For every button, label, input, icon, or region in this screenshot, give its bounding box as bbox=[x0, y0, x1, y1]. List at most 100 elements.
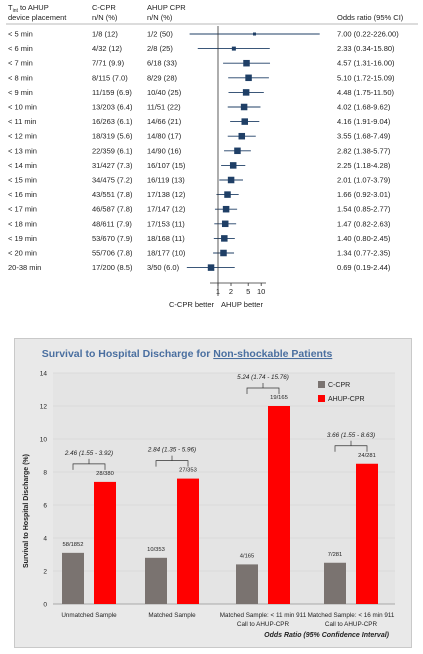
ccpr-header-sub: n/N (%) bbox=[92, 13, 118, 22]
legend-label: C-CPR bbox=[328, 382, 350, 389]
row-ahup: 16/119 (13) bbox=[147, 176, 185, 185]
forest-rows: < 5 min 1/8 (12) 1/2 (50) 7.00 (0.22-226.00… bbox=[8, 30, 399, 273]
row-or-text: 1.54 (0.85-2.77) bbox=[337, 205, 391, 214]
row-ccpr: 1/8 (12) bbox=[92, 30, 118, 39]
bar-ahup bbox=[356, 463, 378, 604]
bar-ccpr bbox=[62, 552, 84, 604]
row-or-text: 1.34 (0.77-2.35) bbox=[337, 249, 391, 258]
row-or-text: 2.25 (1.18-4.28) bbox=[337, 161, 391, 170]
x-category-label: Matched Sample: < 11 min 911 bbox=[220, 612, 307, 619]
row-or-text: 2.33 (0.34-15.80) bbox=[337, 44, 395, 53]
row-ccpr: 18/319 (5.6) bbox=[92, 132, 133, 141]
time-header: Tint to AHUP bbox=[8, 3, 49, 14]
y-tick-label: 12 bbox=[40, 404, 48, 411]
row-ccpr: 34/475 (7.2) bbox=[92, 176, 133, 185]
row-label: < 16 min bbox=[8, 190, 37, 199]
y-tick-label: 4 bbox=[43, 536, 47, 543]
or-marker bbox=[238, 132, 246, 140]
or-marker bbox=[221, 235, 228, 242]
or-bracket bbox=[155, 455, 189, 467]
x-category-label: Call to AHUP-CPR bbox=[325, 621, 378, 628]
row-ahup: 18/177 (10) bbox=[147, 249, 186, 258]
or-marker bbox=[224, 191, 231, 198]
or-bracket bbox=[72, 458, 106, 470]
row-label: < 8 min bbox=[8, 73, 33, 82]
bar-ahup bbox=[177, 478, 199, 604]
ahup-header-sub: n/N (%) bbox=[147, 13, 173, 22]
row-ccpr: 46/587 (7.8) bbox=[92, 205, 133, 214]
or-marker bbox=[229, 162, 237, 169]
row-ahup: 16/107 (15) bbox=[147, 161, 186, 170]
or-label: 2.46 (1.55 - 3.92) bbox=[64, 450, 113, 457]
row-label: < 13 min bbox=[8, 146, 37, 155]
bars-legend: C-CPR AHUP-CPR bbox=[318, 381, 365, 403]
row-or-text: 4.48 (1.75-11.50) bbox=[337, 88, 394, 97]
time-header-line2: device placement bbox=[8, 13, 67, 22]
ccpr-better-label: C-CPR better bbox=[169, 300, 215, 309]
legend-label: AHUP-CPR bbox=[328, 396, 365, 403]
row-ahup: 8/29 (28) bbox=[147, 73, 178, 82]
or-label: 5.24 (1.74 - 15.76) bbox=[237, 374, 289, 381]
row-label: < 18 min bbox=[8, 219, 37, 228]
bar-count-label: 7/281 bbox=[328, 552, 343, 558]
row-ccpr: 7/71 (9.9) bbox=[92, 59, 125, 68]
x-category-label: Unmatched Sample bbox=[61, 612, 117, 619]
row-ccpr: 55/706 (7.8) bbox=[92, 249, 133, 258]
ahup-better-label: AHUP better bbox=[221, 300, 263, 309]
row-ahup: 17/153 (11) bbox=[147, 219, 185, 228]
row-ccpr: 22/359 (6.1) bbox=[92, 146, 133, 155]
bar-count-label: 27/353 bbox=[179, 468, 197, 474]
row-ahup: 14/90 (16) bbox=[147, 146, 182, 155]
row-or-text: 4.57 (1.31-16.00) bbox=[337, 59, 395, 68]
or-marker bbox=[231, 46, 236, 51]
row-or-text: 1.66 (0.92-3.01) bbox=[337, 190, 391, 199]
row-or-text: 2.82 (1.38-5.77) bbox=[337, 146, 391, 155]
bar-ccpr bbox=[236, 564, 258, 604]
bar-chart-panel: Survival to Hospital Discharge for Non-s… bbox=[14, 338, 412, 648]
footer-label: Odds Ratio (95% Confidence Interval) bbox=[264, 632, 390, 639]
row-label: < 14 min bbox=[8, 161, 37, 170]
or-bracket bbox=[246, 383, 280, 394]
row-label: < 5 min bbox=[8, 30, 33, 39]
row-ahup: 17/138 (12) bbox=[147, 190, 186, 199]
or-marker bbox=[241, 118, 248, 125]
row-ahup: 6/18 (33) bbox=[147, 59, 178, 68]
row-label: 20-38 min bbox=[8, 263, 41, 272]
x-category-label: Matched Sample bbox=[148, 612, 196, 619]
title-part1: Survival to Hospital Discharge for bbox=[42, 348, 214, 360]
or-marker bbox=[240, 103, 248, 111]
legend-swatch bbox=[318, 381, 325, 388]
y-tick-label: 8 bbox=[43, 470, 47, 477]
row-label: < 17 min bbox=[8, 205, 37, 214]
or-label: 2.84 (1.35 - 5.96) bbox=[147, 447, 196, 454]
row-ahup: 11/51 (22) bbox=[147, 103, 181, 112]
row-ccpr: 16/263 (6.1) bbox=[92, 117, 133, 126]
row-ahup: 17/147 (12) bbox=[147, 205, 186, 214]
row-ccpr: 53/670 (7.9) bbox=[92, 234, 133, 243]
row-ccpr: 48/611 (7.9) bbox=[92, 219, 132, 228]
row-ahup: 1/2 (50) bbox=[147, 30, 173, 39]
row-label: < 11 min bbox=[8, 117, 36, 126]
row-label: < 6 min bbox=[8, 44, 33, 53]
row-ahup: 3/50 (6.0) bbox=[147, 263, 180, 272]
row-label: < 10 min bbox=[8, 103, 37, 112]
bar-count-label: 19/165 bbox=[270, 395, 288, 401]
x-tick-label: 10 bbox=[257, 287, 265, 296]
row-label: < 19 min bbox=[8, 234, 37, 243]
or-marker bbox=[245, 74, 252, 82]
ahup-header: AHUP CPR bbox=[147, 3, 186, 12]
x-category-label: Matched Sample: < 16 min 911 bbox=[308, 612, 395, 619]
row-ccpr: 43/551 (7.8) bbox=[92, 190, 133, 199]
or-marker bbox=[234, 147, 241, 155]
bar-ahup bbox=[94, 481, 116, 604]
row-or-text: 0.69 (0.19-2.44) bbox=[337, 263, 391, 272]
forest-axis: 1 2 5 10 bbox=[210, 26, 266, 296]
bar-count-label: 4/165 bbox=[240, 553, 255, 559]
row-ccpr: 13/203 (6.4) bbox=[92, 103, 133, 112]
time-header-t: T bbox=[8, 3, 13, 12]
y-axis-label: Survival to Hospital Discharge (%) bbox=[23, 454, 30, 568]
or-header: Odds ratio (95% CI) bbox=[337, 13, 404, 22]
row-or-text: 4.02 (1.68-9.62) bbox=[337, 103, 391, 112]
y-tick-label: 14 bbox=[40, 371, 48, 378]
bar-ccpr bbox=[324, 562, 346, 604]
